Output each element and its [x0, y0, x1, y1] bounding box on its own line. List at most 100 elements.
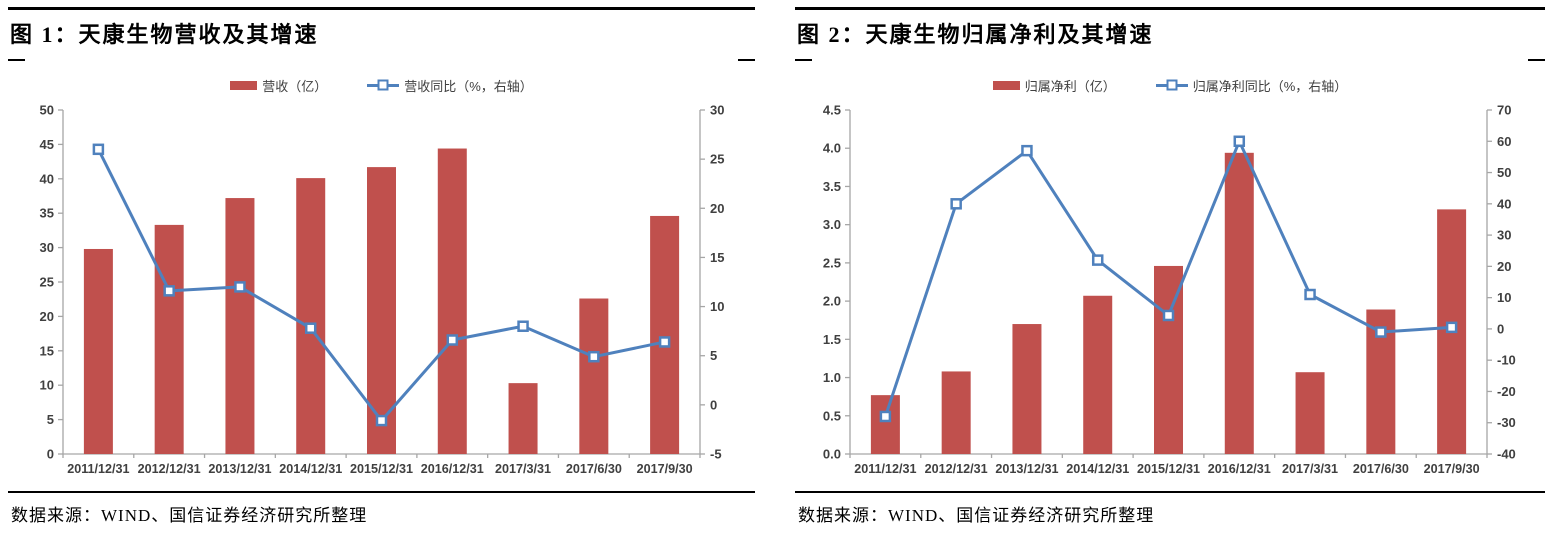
line-marker	[1304, 288, 1316, 301]
left-axis-tick-label: 1.5	[823, 332, 841, 347]
line-marker	[1162, 309, 1175, 322]
bar	[941, 371, 971, 454]
right-axis-tick-label: 10	[1497, 290, 1511, 305]
left-axis-tick-label: 5	[47, 412, 54, 427]
left-axis-tick-label: 30	[40, 240, 54, 255]
line-legend-marker-icon	[1155, 79, 1188, 91]
right-axis-tick-label: 25	[710, 152, 724, 167]
figure-title: 图 2：天康生物归属净利及其增速	[797, 22, 1154, 47]
right-axis-tick-label: 15	[710, 250, 724, 265]
bar	[154, 224, 184, 454]
legend-label-line: 归属净利同比（%，右轴）	[1192, 78, 1348, 94]
right-axis-tick-label: 30	[710, 103, 724, 118]
line-marker	[658, 336, 671, 348]
x-axis-category-label: 2017/9/30	[1424, 462, 1480, 476]
right-axis-tick-label: 10	[710, 299, 724, 314]
left-axis-tick-label: 2.5	[823, 255, 841, 270]
line-marker	[375, 414, 388, 427]
x-axis-category-label: 2014/12/31	[1066, 462, 1129, 476]
figure-title: 图 1：天康生物营收及其增速	[10, 22, 319, 47]
line-marker	[517, 320, 529, 332]
x-axis-category-label: 2013/12/31	[208, 462, 271, 476]
corner-dash-right	[1528, 59, 1545, 61]
left-axis-tick-label: 10	[40, 378, 54, 393]
right-axis-tick-label: 5	[710, 348, 717, 363]
x-axis-category-label: 2014/12/31	[279, 462, 342, 476]
x-axis-category-label: 2017/6/30	[1353, 462, 1409, 476]
corner-dash-left	[8, 59, 25, 61]
x-axis-category-label: 2011/12/31	[67, 462, 129, 476]
left-axis-tick-label: 3.0	[823, 217, 841, 232]
legend-label-bar: 归属净利（亿）	[1024, 78, 1116, 94]
x-axis-category-label: 2012/12/31	[925, 462, 988, 476]
right-axis-tick-label: 30	[1497, 228, 1511, 243]
right-axis-tick-label: -40	[1497, 447, 1516, 462]
x-axis-category-label: 2016/12/31	[421, 462, 484, 476]
line-marker	[304, 322, 317, 334]
line-marker	[446, 334, 459, 346]
right-axis-tick-label: 50	[1497, 165, 1511, 180]
line-marker	[950, 198, 962, 210]
right-axis-tick-label: -5	[710, 447, 722, 462]
right-axis-tick-label: 20	[1497, 259, 1511, 274]
bar-legend-swatch-icon	[230, 80, 258, 90]
legend-item-bar: 归属净利（亿）	[992, 76, 1116, 95]
left-axis-tick-label: 25	[40, 275, 54, 290]
chart-legend: 营收（亿） 营收同比（%，右轴）	[8, 76, 755, 94]
bar	[508, 383, 538, 454]
legend-item-bar: 营收（亿）	[230, 76, 327, 95]
line-marker	[588, 350, 600, 363]
left-axis-tick-label: 2.0	[823, 294, 841, 309]
bottom-rule	[795, 491, 1545, 493]
left-axis-tick-label: 40	[40, 171, 54, 186]
line-marker	[163, 285, 175, 297]
legend-item-line: 营收同比（%，右轴）	[367, 76, 533, 95]
x-axis-category-label: 2013/12/31	[995, 462, 1058, 476]
combo-chart-revenue: 0 5 10 15 20 25 30 35 40 45 50 -5 0 5 10 15 20 25 30 2011/1…	[40, 103, 725, 477]
figure-panel-net-profit: 图 2：天康生物归属净利及其增速 归属净利（亿） 归属净利同比（%，右轴） 0.…	[795, 0, 1545, 535]
corner-dash-right	[738, 59, 755, 61]
data-source-note: 数据来源：WIND、国信证券经济研究所整理	[11, 506, 368, 525]
right-axis-tick-label: -20	[1497, 384, 1516, 399]
left-axis-tick-label: 4.5	[823, 103, 841, 118]
left-axis-tick-label: 15	[40, 343, 54, 358]
right-axis-tick-label: 60	[1497, 134, 1511, 149]
left-axis-tick-label: 1.0	[823, 370, 841, 385]
bar	[650, 215, 680, 454]
left-axis-tick-label: 4.0	[823, 141, 841, 156]
line-marker	[92, 143, 105, 156]
line-marker	[879, 410, 892, 423]
x-axis-category-label: 2017/9/30	[637, 462, 693, 476]
bar	[437, 148, 467, 454]
x-axis-category-label: 2017/6/30	[566, 462, 622, 476]
left-axis-tick-label: 3.5	[823, 179, 841, 194]
top-rule	[8, 7, 755, 10]
bar	[296, 178, 326, 454]
x-axis-category-label: 2015/12/31	[350, 462, 413, 476]
right-axis-tick-label: 40	[1497, 196, 1511, 211]
bar	[225, 198, 255, 454]
left-axis-tick-label: 45	[40, 137, 54, 152]
left-axis-tick-label: 20	[40, 309, 54, 324]
line-marker	[1091, 254, 1104, 266]
left-axis-tick-label: 0.0	[823, 447, 841, 462]
left-axis-tick-label: 0.5	[823, 408, 841, 423]
x-axis-category-label: 2012/12/31	[138, 462, 201, 476]
legend-label-line: 营收同比（%，右轴）	[404, 78, 533, 94]
right-axis-tick-label: 0	[710, 397, 717, 412]
line-marker	[1021, 144, 1033, 157]
legend-item-line: 归属净利同比（%，右轴）	[1155, 76, 1348, 95]
line-legend-marker-icon	[367, 79, 400, 91]
bottom-rule	[8, 491, 755, 493]
right-axis-tick-label: 70	[1497, 103, 1511, 118]
bar	[1154, 265, 1183, 454]
figure-panel-revenue: 图 1：天康生物营收及其增速 营收（亿） 营收同比（%，右轴） 0 5 10 15 20…	[8, 0, 755, 535]
x-axis-category-label: 2016/12/31	[1208, 462, 1271, 476]
top-rule	[795, 7, 1545, 10]
corner-dash-left	[795, 59, 812, 61]
line-marker	[234, 281, 246, 293]
x-axis-category-label: 2011/12/31	[854, 462, 916, 476]
left-axis-tick-label: 35	[40, 206, 54, 221]
x-axis-category-label: 2017/3/31	[1282, 462, 1338, 476]
line-marker	[1445, 321, 1458, 334]
